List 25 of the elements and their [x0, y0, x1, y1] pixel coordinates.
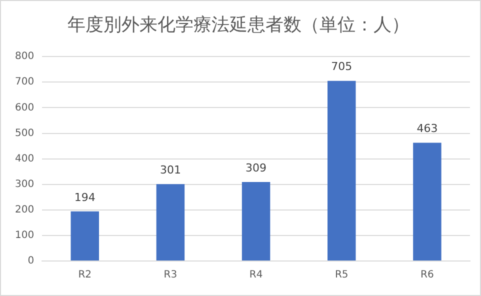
y-tick-label: 400 — [14, 153, 34, 164]
y-tick-label: 300 — [14, 178, 34, 190]
y-tick-label: 800 — [14, 51, 34, 62]
x-tick-label: R3 — [164, 270, 178, 281]
y-tick-label: 600 — [14, 102, 34, 114]
x-tick-label: R2 — [78, 270, 92, 281]
y-tick-label: 700 — [14, 76, 34, 88]
x-tick-label: R5 — [334, 270, 348, 281]
y-tick-label: 100 — [14, 230, 34, 242]
y-tick-label: 200 — [14, 204, 34, 216]
bar — [70, 211, 99, 260]
bar — [413, 142, 442, 260]
data-label: 463 — [416, 122, 438, 136]
y-tick-label: 500 — [14, 128, 34, 139]
bar — [328, 80, 356, 260]
data-label: 705 — [331, 60, 352, 74]
bar — [242, 182, 270, 260]
data-label: 194 — [74, 190, 96, 204]
data-label: 301 — [160, 163, 181, 176]
chart-title: 年度別外来化学療法延患者数（単位：人） — [68, 14, 410, 36]
bar — [156, 184, 185, 260]
y-tick-label: 0 — [28, 256, 34, 267]
x-tick-label: R6 — [420, 270, 434, 281]
data-label: 309 — [246, 161, 267, 174]
x-tick-label: R4 — [249, 270, 263, 281]
